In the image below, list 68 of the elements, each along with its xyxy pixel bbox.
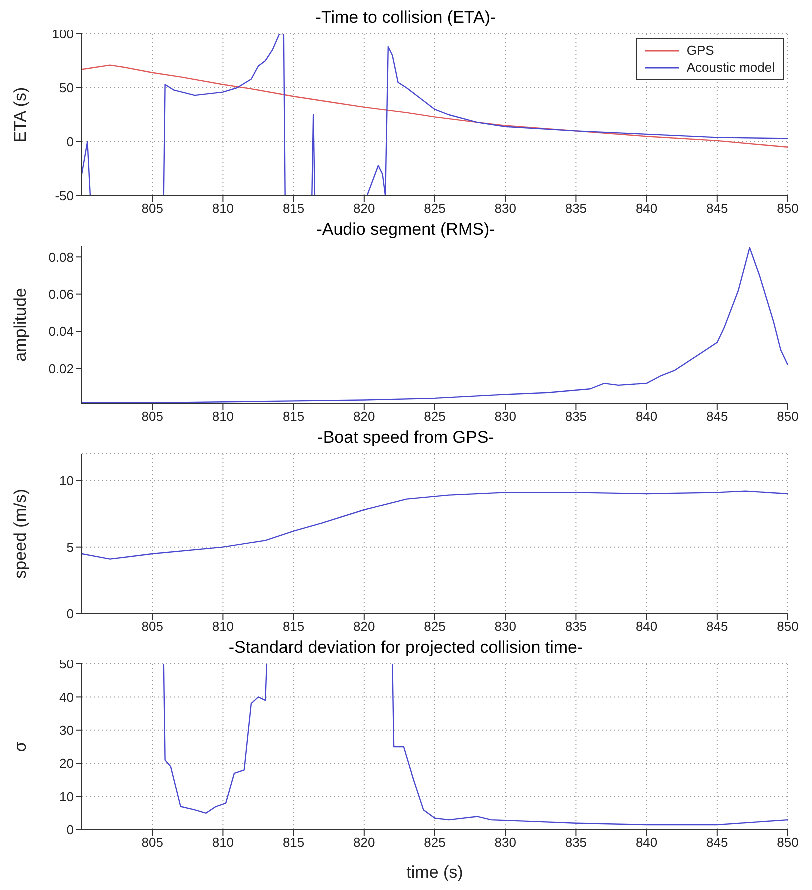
x-tick-label: 840 <box>636 201 658 216</box>
x-tick-label: 815 <box>282 619 305 634</box>
chart-title: -Audio segment (RMS)- <box>316 220 496 241</box>
x-tick-label: 840 <box>636 409 658 424</box>
x-tick-label: 825 <box>424 201 446 216</box>
y-tick-label: 0.08 <box>48 250 74 265</box>
x-tick-label: 835 <box>565 619 588 634</box>
x-tick-label: 805 <box>142 409 164 424</box>
x-tick-label: 850 <box>777 409 799 424</box>
x-tick-label: 845 <box>706 409 728 424</box>
line-series <box>82 64 788 148</box>
x-tick-label: 815 <box>282 835 305 850</box>
x-tick-label: 825 <box>424 835 446 850</box>
x-tick-label: 845 <box>706 619 728 634</box>
chart-title: -Time to collision (ETA)- <box>316 8 496 27</box>
x-tick-label: 805 <box>142 619 164 634</box>
x-tick-label: 815 <box>282 409 305 424</box>
x-tick-label: 810 <box>212 201 234 216</box>
y-axis-title: amplitude <box>11 288 30 362</box>
line-series <box>82 490 788 560</box>
x-tick-label: 825 <box>424 619 446 634</box>
y-tick-label: 30 <box>60 723 74 738</box>
x-tick-label: 845 <box>706 201 728 216</box>
x-tick-label: 835 <box>565 409 588 424</box>
x-tick-label: 805 <box>142 835 164 850</box>
x-tick-label: 840 <box>636 619 658 634</box>
y-tick-label: 50 <box>60 80 74 96</box>
y-axis-title: ETA (s) <box>11 87 30 143</box>
y-tick-label: 0 <box>66 134 74 150</box>
x-tick-label: 830 <box>494 409 516 424</box>
y-tick-label: 0.04 <box>48 324 74 340</box>
legend-label: GPS <box>686 42 714 59</box>
x-tick-label: 820 <box>354 409 376 424</box>
y-axis-title: speed (m/s) <box>11 489 30 579</box>
y-tick-label: 0.02 <box>48 361 74 376</box>
x-tick-label: 805 <box>142 201 164 216</box>
x-tick-label: 820 <box>354 201 376 216</box>
x-tick-label: 830 <box>494 619 516 634</box>
x-tick-label: 840 <box>636 835 658 850</box>
x-axis-title: time (s) <box>406 863 464 882</box>
x-tick-label: 825 <box>424 409 446 424</box>
y-tick-label: 20 <box>60 756 74 772</box>
x-tick-label: 810 <box>212 409 234 424</box>
x-tick-label: 830 <box>494 201 516 216</box>
x-tick-label: 820 <box>354 619 376 634</box>
y-tick-label: 0 <box>66 822 74 838</box>
y-tick-label: 10 <box>60 473 74 488</box>
y-tick-label: -50 <box>55 188 74 204</box>
x-tick-label: 835 <box>565 835 588 850</box>
y-axis-title: σ <box>11 741 30 752</box>
y-tick-label: 0 <box>66 606 74 622</box>
y-tick-label: 10 <box>60 789 74 804</box>
x-tick-label: 850 <box>777 835 799 850</box>
legend-label: Acoustic model <box>686 59 775 76</box>
x-tick-label: 810 <box>212 619 234 634</box>
x-tick-label: 850 <box>777 201 799 216</box>
x-tick-label: 815 <box>282 201 305 216</box>
x-tick-label: 830 <box>494 835 516 850</box>
x-tick-label: 835 <box>565 201 588 216</box>
y-tick-label: 40 <box>60 690 74 705</box>
y-tick-label: 5 <box>66 540 74 555</box>
y-tick-label: 0.06 <box>48 286 74 302</box>
x-tick-label: 850 <box>777 619 799 634</box>
x-tick-label: 810 <box>212 835 234 850</box>
x-tick-label: 845 <box>706 835 728 850</box>
chart-title: -Standard deviation for projected collision time- <box>228 638 584 657</box>
chart-title: -Boat speed from GPS- <box>316 428 496 449</box>
x-tick-label: 820 <box>354 835 376 850</box>
